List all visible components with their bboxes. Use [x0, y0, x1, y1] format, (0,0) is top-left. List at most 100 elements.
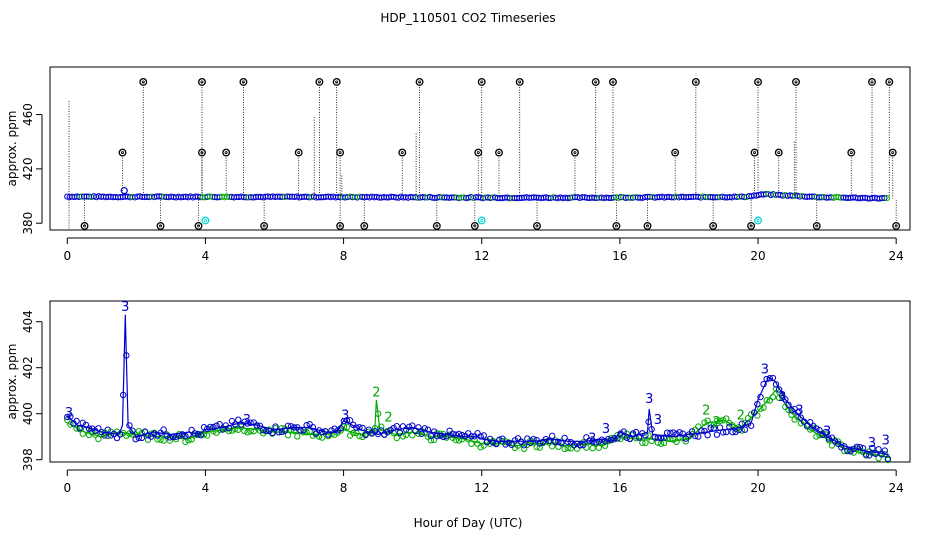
data-label: 3: [795, 404, 803, 419]
flag-dot: [338, 224, 342, 228]
x-tick-label: 12: [474, 249, 489, 263]
data-label: 2: [737, 408, 745, 423]
blue-series-point: [558, 440, 565, 447]
green-series-point: [639, 439, 646, 446]
flag-circle: [260, 221, 269, 230]
green-series-point: [719, 417, 727, 424]
blue-series-point: [505, 439, 512, 447]
blue-series-point: [259, 426, 267, 434]
blue-series-point: [499, 435, 506, 442]
blue-series-point: [651, 434, 658, 441]
green-series-point: [188, 436, 195, 443]
blue-series-point: [421, 425, 428, 432]
blue-series-point: [629, 430, 637, 437]
x-tick-label: 16: [612, 481, 627, 495]
blue-series-point: [101, 432, 108, 439]
data-label: 3: [243, 413, 251, 428]
green-series-point: [92, 431, 99, 438]
blue-series-point: [356, 424, 363, 431]
blue-series-point: [521, 441, 528, 449]
baseline-point: [881, 194, 888, 202]
blue-series-point: [337, 425, 345, 432]
blue-series-point: [691, 432, 699, 440]
blue-series-point: [263, 427, 270, 434]
low-flag-point: [533, 221, 541, 230]
data-label: 3: [588, 431, 596, 446]
green-series-point: [810, 424, 817, 432]
green-series-point: [673, 438, 680, 446]
x-axis-label: Hour of Day (UTC): [414, 516, 523, 530]
flag-dot: [891, 151, 895, 155]
high-flag-point: [315, 77, 324, 86]
flag-dot: [400, 151, 404, 155]
flag-circle: [239, 77, 248, 86]
flag-circle: [336, 148, 345, 157]
x-tick-label: 4: [202, 249, 210, 263]
blue-series-point: [318, 428, 326, 436]
cyan-flag-point: [477, 216, 486, 225]
green-series-point: [138, 430, 146, 437]
blue-series-point: [197, 431, 205, 439]
blue-series-point: [409, 422, 416, 429]
flag-circle: [332, 77, 341, 86]
blue-series-point: [67, 413, 74, 420]
blue-series-point: [775, 386, 783, 393]
flag-circle: [80, 221, 89, 230]
flag-dot: [573, 151, 577, 155]
y-tick-label: 420: [21, 157, 35, 180]
data-label: 2: [712, 415, 720, 430]
blue-series-point: [185, 431, 192, 438]
blue-series-point: [667, 429, 674, 437]
x-tick-label: 20: [750, 249, 765, 263]
blue-series-point: [424, 426, 432, 433]
blue-series-point: [676, 429, 683, 436]
flag-dot: [197, 224, 201, 228]
green-series-point: [203, 432, 211, 439]
blue-series-point: [555, 438, 562, 445]
blue-series-point: [82, 421, 90, 429]
high-flag-point: [792, 77, 800, 86]
blue-series-point: [228, 417, 236, 425]
green-series-point: [788, 411, 795, 418]
green-series-point: [645, 432, 652, 439]
green-series-point: [424, 433, 432, 440]
blue-series-point: [735, 426, 742, 434]
flag-circle: [222, 148, 231, 157]
low-flag-point: [80, 221, 89, 230]
blue-series-point: [754, 400, 761, 408]
blue-series-point: [747, 422, 755, 429]
blue-series-point: [306, 421, 313, 428]
green-series-point: [241, 427, 248, 435]
blue-series-point: [502, 441, 509, 448]
blue-series-point: [853, 443, 861, 451]
blue-series-point: [169, 433, 177, 441]
flag-circle: [868, 77, 876, 86]
blue-series-point: [269, 429, 276, 437]
flag-circle: [754, 216, 762, 225]
blue-series-point: [275, 429, 282, 436]
x-tick-label: 0: [63, 481, 71, 495]
flag-circle: [118, 148, 127, 157]
blue-series-point: [175, 432, 183, 439]
blue-series-point: [573, 440, 581, 447]
mid-flag-point: [750, 148, 759, 157]
green-series-point: [371, 424, 379, 432]
blue-series-point: [766, 375, 773, 382]
flag-circle: [336, 221, 345, 230]
flag-dot: [141, 80, 145, 84]
green-series-point: [300, 429, 307, 436]
blue-series-point: [486, 435, 494, 443]
blue-series-point: [701, 427, 708, 435]
flag-dot: [224, 151, 228, 155]
green-series-point: [841, 447, 848, 455]
flag-dot: [159, 224, 163, 228]
blue-series-point: [440, 433, 447, 441]
high-flag-point: [332, 77, 341, 86]
green-series-point: [399, 433, 407, 440]
blue-series-point: [172, 433, 180, 440]
blue-series-point: [287, 423, 295, 430]
blue-series-point: [213, 422, 220, 429]
blue-series-point: [813, 425, 820, 432]
high-flag-point: [609, 77, 617, 86]
data-label: 2: [372, 385, 380, 400]
